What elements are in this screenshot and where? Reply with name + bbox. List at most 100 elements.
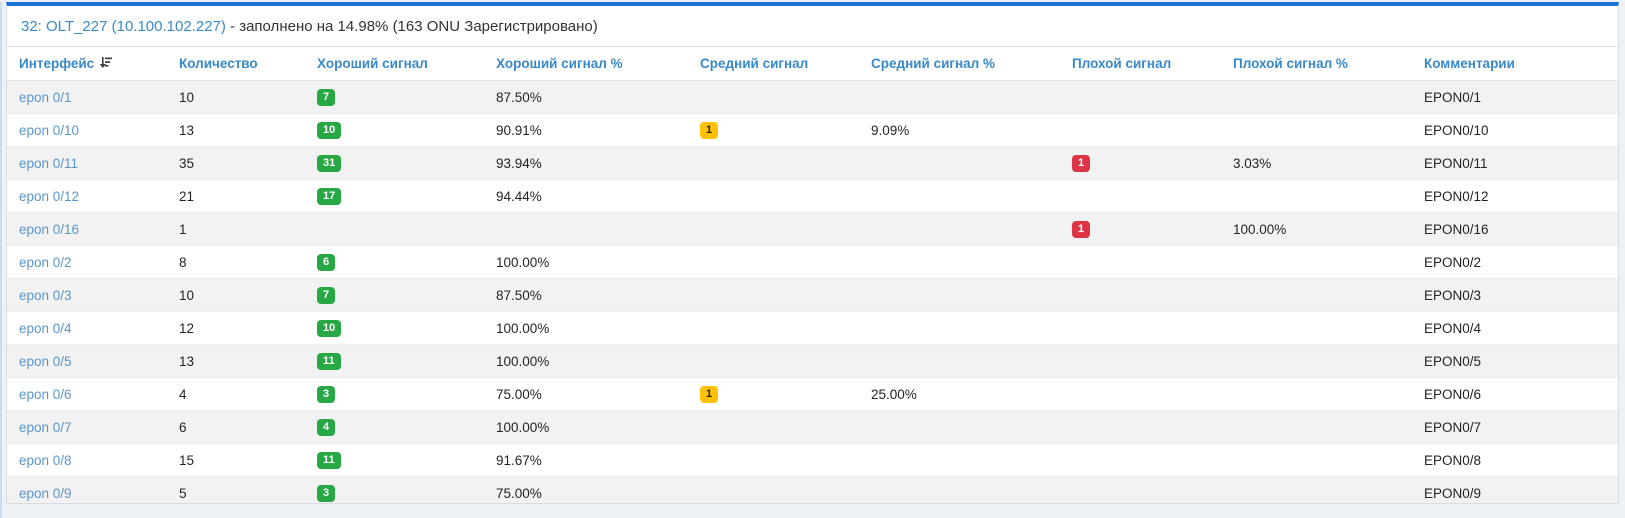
count-cell: 15: [179, 452, 195, 468]
table-header-row: Интерфейс Количество Хороший сигнал Хоро…: [7, 46, 1618, 81]
interface-link[interactable]: epon 0/4: [19, 320, 72, 336]
count-cell: 10: [179, 89, 195, 105]
medium-signal-pct-cell: [859, 147, 1060, 180]
count-cell: 6: [179, 419, 187, 435]
table-row: epon 0/4 12 10 100.00% EPON0/4: [7, 311, 1618, 345]
interface-link[interactable]: epon 0/10: [19, 122, 80, 138]
table-row: epon 0/2 8 6 100.00% EPON0/2: [7, 245, 1618, 279]
medium-signal-pct-cell: [859, 411, 1060, 444]
interface-link[interactable]: epon 0/1: [19, 89, 72, 105]
comment-cell: EPON0/4: [1424, 320, 1482, 336]
comment-cell: EPON0/8: [1424, 452, 1482, 468]
comment-cell: EPON0/7: [1424, 419, 1482, 435]
bad-signal-pct-cell: [1221, 345, 1412, 378]
interface-link[interactable]: epon 0/3: [19, 287, 72, 303]
interface-link[interactable]: epon 0/7: [19, 419, 72, 435]
bad-signal-pct-cell: 3.03%: [1233, 155, 1272, 171]
good-signal-pct-cell: 100.00%: [496, 254, 550, 270]
count-cell: 5: [179, 485, 187, 501]
column-header-comments[interactable]: Комментарии: [1412, 46, 1618, 81]
column-header-good-signal[interactable]: Хороший сигнал: [305, 46, 484, 81]
bad-signal-pct-cell: [1221, 477, 1412, 504]
interface-link[interactable]: epon 0/16: [19, 221, 80, 237]
column-header-interface[interactable]: Интерфейс: [7, 46, 167, 81]
interfaces-table: Интерфейс Количество Хороший сигнал Хоро…: [7, 46, 1618, 504]
good-signal-badge: 31: [317, 155, 342, 172]
table-row: epon 0/10 13 10 90.91% 1 9.09% EPON0/10: [7, 113, 1618, 147]
column-header-bad-signal-pct[interactable]: Плохой сигнал %: [1221, 46, 1412, 81]
medium-signal-pct-cell: [859, 444, 1060, 477]
medium-signal-pct-cell: [859, 180, 1060, 213]
bad-signal-badge: 1: [1072, 155, 1091, 172]
table-body: epon 0/1 10 7 87.50% EPON0/1 epon 0/10 1…: [7, 80, 1618, 504]
medium-signal-pct-cell: [859, 81, 1060, 114]
bad-signal-pct-cell: [1221, 378, 1412, 411]
count-cell: 13: [179, 353, 195, 369]
table-row: epon 0/12 21 17 94.44% EPON0/12: [7, 179, 1618, 213]
count-cell: 21: [179, 188, 195, 204]
comment-cell: EPON0/5: [1424, 353, 1482, 369]
interface-link[interactable]: epon 0/8: [19, 452, 72, 468]
good-signal-pct-cell: 75.00%: [496, 386, 542, 402]
interface-link[interactable]: epon 0/2: [19, 254, 72, 270]
medium-signal-badge: 1: [700, 122, 719, 139]
bad-signal-pct-cell: [1221, 279, 1412, 312]
good-signal-badge: 3: [317, 386, 336, 403]
interface-link[interactable]: epon 0/9: [19, 485, 72, 501]
good-signal-pct-cell: [484, 213, 688, 246]
good-signal-badge: 10: [317, 320, 342, 337]
interface-link[interactable]: epon 0/6: [19, 386, 72, 402]
table-row: epon 0/7 6 4 100.00% EPON0/7: [7, 410, 1618, 444]
comment-cell: EPON0/2: [1424, 254, 1482, 270]
good-signal-pct-cell: 87.50%: [496, 89, 542, 105]
comment-cell: EPON0/3: [1424, 287, 1482, 303]
comment-cell: EPON0/12: [1424, 188, 1489, 204]
count-cell: 8: [179, 254, 187, 270]
medium-signal-pct-cell: [859, 246, 1060, 279]
count-cell: 10: [179, 287, 195, 303]
good-signal-pct-cell: 87.50%: [496, 287, 542, 303]
medium-signal-pct-cell: [859, 213, 1060, 246]
column-header-medium-signal[interactable]: Средний сигнал: [688, 46, 859, 81]
good-signal-pct-cell: 93.94%: [496, 155, 542, 171]
count-cell: 4: [179, 386, 187, 402]
bad-signal-pct-cell: [1221, 180, 1412, 213]
olt-panel: 32: OLT_227 (10.100.102.227) - заполнено…: [6, 2, 1619, 504]
good-signal-badge: 6: [317, 254, 336, 271]
good-signal-badge: 7: [317, 287, 336, 304]
good-signal-pct-cell: 94.44%: [496, 188, 542, 204]
column-header-good-signal-pct[interactable]: Хороший сигнал %: [484, 46, 688, 81]
column-header-medium-signal-pct[interactable]: Средний сигнал %: [859, 46, 1060, 81]
good-signal-badge: 17: [317, 188, 342, 205]
medium-signal-pct-cell: 25.00%: [871, 386, 917, 402]
bad-signal-pct-cell: [1221, 114, 1412, 147]
comment-cell: EPON0/6: [1424, 386, 1482, 402]
column-header-bad-signal[interactable]: Плохой сигнал: [1060, 46, 1221, 81]
count-cell: 13: [179, 122, 195, 138]
medium-signal-pct-cell: [859, 312, 1060, 345]
olt-title-summary: - заполнено на 14.98% (163 ONU Зарегистр…: [225, 18, 598, 35]
good-signal-pct-cell: 100.00%: [496, 320, 550, 336]
good-signal-badge: 7: [317, 89, 336, 106]
column-header-count[interactable]: Количество: [167, 46, 305, 81]
bad-signal-pct-cell: [1221, 411, 1412, 444]
bad-signal-pct-cell: [1221, 81, 1412, 114]
good-signal-pct-cell: 100.00%: [496, 353, 550, 369]
good-signal-badge: 11: [317, 452, 341, 469]
olt-title-link[interactable]: 32: OLT_227 (10.100.102.227): [21, 18, 226, 35]
good-signal-pct-cell: 90.91%: [496, 122, 542, 138]
interface-link[interactable]: epon 0/12: [19, 188, 80, 204]
interface-link[interactable]: epon 0/5: [19, 353, 72, 369]
good-signal-pct-cell: 100.00%: [496, 419, 550, 435]
comment-cell: EPON0/1: [1424, 89, 1482, 105]
medium-signal-badge: 1: [700, 386, 719, 403]
bad-signal-pct-cell: [1221, 312, 1412, 345]
medium-signal-pct-cell: [859, 279, 1060, 312]
panel-title: 32: OLT_227 (10.100.102.227) - заполнено…: [7, 6, 1618, 46]
good-signal-badge: 11: [317, 353, 341, 370]
good-signal-pct-cell: 91.67%: [496, 452, 542, 468]
table-row: epon 0/8 15 11 91.67% EPON0/8: [7, 443, 1618, 477]
count-cell: 35: [179, 155, 195, 171]
good-signal-badge: 10: [317, 122, 342, 139]
interface-link[interactable]: epon 0/11: [19, 155, 79, 171]
